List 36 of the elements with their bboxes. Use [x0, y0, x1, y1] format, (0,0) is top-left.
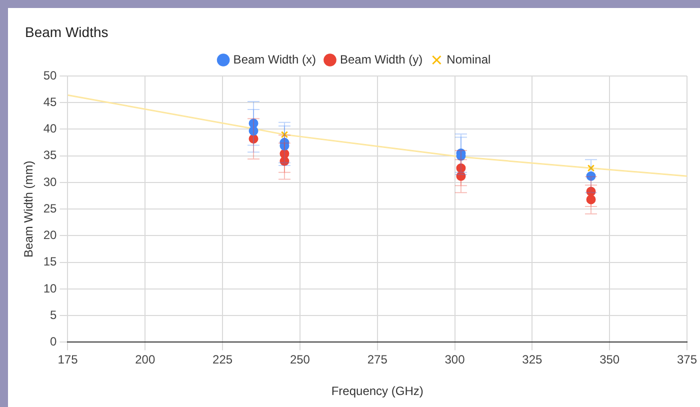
point: [586, 194, 596, 204]
y-tick-label: 30: [43, 174, 58, 189]
point: [456, 171, 466, 181]
x-tick-label: 325: [522, 352, 543, 367]
y-axis-title: Beam Width (mm): [22, 160, 36, 258]
legend-label: Beam Width (x): [233, 52, 316, 66]
y-tick-label: 35: [43, 148, 58, 162]
y-tick-label: 45: [43, 94, 58, 109]
y-tick-label: 40: [43, 122, 58, 136]
point: [248, 134, 258, 144]
point: [280, 156, 290, 166]
x-tick-label: 225: [212, 352, 233, 367]
point: [587, 164, 595, 172]
x-axis-title: Frequency (GHz): [331, 384, 424, 398]
y-tick-label: 10: [43, 281, 58, 296]
point: [586, 171, 596, 181]
x-tick-label: 350: [600, 352, 620, 367]
y-tick-label: 20: [43, 228, 58, 242]
point: [248, 126, 258, 136]
x-tick-label: 375: [676, 352, 698, 367]
x-tick-label: 300: [444, 352, 466, 367]
y-tick-label: 0: [50, 334, 58, 349]
x-tick-label: 250: [290, 352, 310, 367]
y-tick-label: 25: [43, 201, 58, 216]
point: [456, 163, 466, 173]
legend-label: Nominal: [446, 52, 491, 66]
y-tick-label: 50: [43, 68, 58, 82]
y-tick-label: 5: [50, 308, 58, 322]
x-tick-label: 275: [367, 352, 388, 367]
y-tick-label: 15: [43, 254, 58, 269]
x-tick-label: 175: [58, 352, 78, 367]
point: [280, 130, 288, 138]
point: [586, 186, 596, 196]
chart-title: Beam Widths: [25, 24, 108, 40]
x-tick-label: 200: [135, 352, 156, 367]
legend-label: Beam Width (y): [340, 52, 423, 66]
